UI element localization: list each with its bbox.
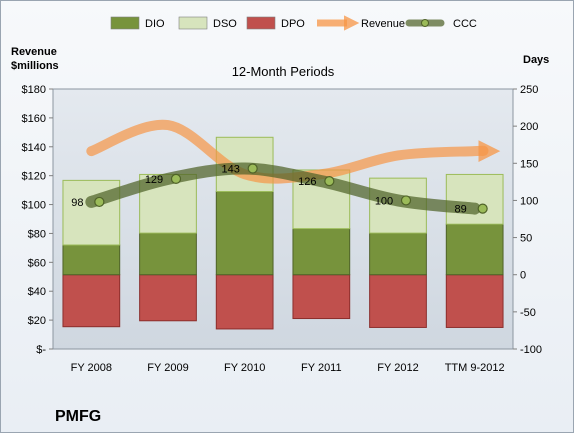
bar-dio bbox=[445, 223, 504, 276]
left-axis-tick-label: $20 bbox=[28, 315, 46, 327]
ccc-point bbox=[247, 163, 258, 174]
legend-marker-ccc bbox=[421, 19, 429, 27]
bar-dpo bbox=[139, 274, 197, 322]
legend-label-dio: DIO bbox=[145, 18, 165, 30]
bar-dpo bbox=[215, 274, 274, 330]
x-axis-tick-label: FY 2010 bbox=[224, 362, 265, 374]
left-axis-tick-label: $60 bbox=[28, 257, 46, 269]
legend-label-dso: DSO bbox=[213, 18, 237, 30]
chart-title: 12-Month Periods bbox=[232, 64, 335, 79]
legend-label-ccc: CCC bbox=[453, 18, 477, 30]
right-axis-tick-label: -50 bbox=[520, 307, 536, 319]
ccc-point bbox=[324, 176, 335, 187]
left-axis-tick-label: $80 bbox=[28, 228, 46, 240]
left-axis-label-line-2: $millions bbox=[11, 60, 59, 72]
left-axis-tick-label: $100 bbox=[22, 200, 46, 212]
legend-label-revenue: Revenue bbox=[361, 18, 405, 30]
company-ticker-label: PMFG bbox=[55, 408, 101, 425]
x-axis-tick-label: FY 2012 bbox=[377, 362, 418, 374]
right-axis-tick-label: 200 bbox=[520, 121, 538, 133]
ccc-point bbox=[400, 195, 412, 206]
bar-dpo bbox=[292, 274, 351, 320]
bar-dso bbox=[445, 173, 504, 225]
ccc-data-label: 129 bbox=[145, 174, 163, 186]
legend-swatch-dso bbox=[178, 16, 208, 30]
left-axis-label-line-1: Revenue bbox=[11, 46, 57, 58]
right-axis-tick-label: -100 bbox=[520, 344, 542, 356]
ccc-data-label: 126 bbox=[298, 176, 316, 188]
ccc-data-label: 98 bbox=[71, 197, 83, 209]
right-axis-tick-label: 150 bbox=[520, 158, 538, 170]
x-axis-tick-label: FY 2008 bbox=[71, 362, 112, 374]
left-axis-tick-label: $140 bbox=[22, 142, 46, 154]
right-axis-tick-label: 100 bbox=[520, 195, 538, 207]
plot-area bbox=[52, 88, 514, 350]
x-axis-tick-label: FY 2009 bbox=[147, 362, 188, 374]
legend-swatch-dio bbox=[110, 16, 140, 30]
left-axis-tick-label: $120 bbox=[22, 171, 46, 183]
x-axis-tick-label: TTM 9-2012 bbox=[445, 362, 505, 374]
right-axis-tick-label: 0 bbox=[520, 270, 526, 282]
bar-dpo bbox=[62, 274, 121, 328]
right-axis-tick-label: 250 bbox=[520, 84, 538, 96]
ccc-point bbox=[94, 196, 105, 208]
bar-dio bbox=[215, 191, 274, 276]
bar-dio bbox=[139, 232, 197, 276]
bar-dio bbox=[369, 232, 427, 276]
bar-dpo bbox=[369, 274, 427, 328]
bar-dpo bbox=[445, 274, 504, 328]
legend-label-dpo: DPO bbox=[281, 18, 305, 30]
legend: DIO DSO DPO Revenue CCC bbox=[110, 15, 477, 31]
axes-group: $- $20 $40 $60 $80 $100 $120 $140 $160 $180 -100 -5… bbox=[22, 84, 543, 374]
left-axis-tick-label: $- bbox=[36, 344, 46, 356]
right-axis-tick-label: 50 bbox=[520, 233, 532, 245]
bar-dio bbox=[62, 244, 121, 276]
right-axis-label: Days bbox=[523, 54, 549, 66]
ccc-data-label: 89 bbox=[455, 204, 467, 216]
left-axis-tick-label: $40 bbox=[28, 286, 46, 298]
left-axis-tick-label: $160 bbox=[22, 113, 46, 125]
x-axis-tick-label: FY 2011 bbox=[301, 362, 342, 374]
bar-dio bbox=[292, 228, 351, 276]
legend-swatch-dpo bbox=[246, 16, 276, 30]
ccc-data-label: 143 bbox=[221, 163, 239, 175]
ccc-point bbox=[477, 203, 488, 214]
ccc-series: 98 129 143 126 100 89 bbox=[71, 162, 488, 216]
ccc-data-label: 100 bbox=[375, 195, 393, 207]
ccc-point bbox=[170, 173, 182, 184]
left-axis-tick-label: $180 bbox=[22, 84, 46, 96]
